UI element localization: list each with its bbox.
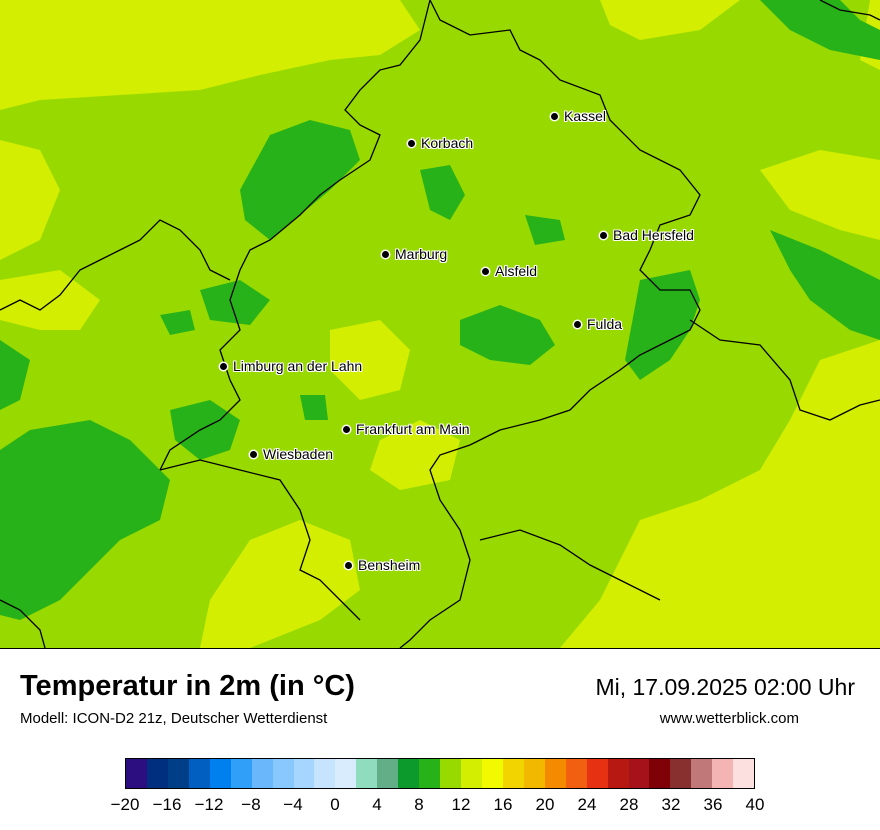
legend-tick-label: −20 [110, 795, 140, 814]
legend-tick-label: 4 [372, 795, 382, 814]
city-dot-icon [600, 231, 607, 239]
forecast-datetime: Mi, 17.09.2025 02:00 Uhr [595, 674, 855, 700]
legend-tick-label: 0 [330, 795, 340, 814]
legend-swatch [126, 759, 147, 788]
city-alsfeld[interactable]: Alsfeld [482, 263, 537, 279]
state-borders [0, 0, 880, 648]
legend-tick-label: 36 [703, 795, 723, 814]
legend-swatch [293, 759, 315, 788]
legend-swatch [691, 759, 713, 788]
legend-swatch [398, 759, 420, 788]
city-kassel[interactable]: Kassel [551, 108, 606, 124]
city-wiesbaden[interactable]: Wiesbaden [250, 446, 333, 462]
city-dot-icon [345, 561, 352, 569]
legend-swatch [461, 759, 482, 788]
city-bensheim[interactable]: Bensheim [345, 557, 420, 573]
legend-swatch [272, 759, 294, 788]
city-frankfurt[interactable]: Frankfurt am Main [343, 421, 470, 437]
city-dot-icon [574, 320, 581, 328]
legend-swatch [188, 759, 210, 788]
legend-swatch [377, 759, 399, 788]
legend-swatch [230, 759, 252, 788]
legend-swatch [502, 759, 524, 788]
legend-swatch [733, 759, 755, 788]
legend-swatch [209, 759, 231, 788]
legend-ticks: −20 −16 −12 −8 −4 0 4 8 12 16 20 24 28 32 36 40 [111, 795, 765, 817]
city-marburg[interactable]: Marburg [382, 246, 447, 262]
legend-tick-label: 20 [535, 795, 555, 814]
legend-swatch [586, 759, 608, 788]
field-10-12 [0, 0, 880, 620]
city-dot-icon [250, 450, 257, 458]
legend-swatch [649, 759, 671, 788]
legend-swatch [628, 759, 650, 788]
city-dot-icon [382, 250, 389, 258]
legend-swatch [712, 759, 734, 788]
legend-swatch [481, 759, 503, 788]
legend-tick-label: 32 [661, 795, 681, 814]
temperature-field [0, 0, 880, 648]
legend-swatch [146, 759, 168, 788]
legend-swatch [544, 759, 566, 788]
model-info: Modell: ICON-D2 21z, Deutscher Wetterdie… [20, 710, 328, 727]
legend-swatch [419, 759, 441, 788]
legend-tick-label: 28 [619, 795, 639, 814]
legend-tick-label: −8 [241, 795, 261, 814]
legend-tick-label: −12 [194, 795, 224, 814]
city-dot-icon [551, 112, 558, 120]
city-dot-icon [482, 267, 489, 275]
legend-swatch [670, 759, 692, 788]
legend-swatch [565, 759, 587, 788]
legend-swatch [607, 759, 629, 788]
city-korbach[interactable]: Korbach [408, 135, 473, 151]
legend-colorbar [125, 758, 755, 789]
city-dot-icon [343, 425, 350, 433]
legend-tick-label: 40 [745, 795, 765, 814]
legend-tick-label: 12 [451, 795, 471, 814]
legend-tick-label: 24 [577, 795, 597, 814]
city-dot-icon [220, 362, 227, 370]
legend-swatch [314, 759, 336, 788]
website-link[interactable]: www.wetterblick.com [659, 710, 799, 727]
city-limburg[interactable]: Limburg an der Lahn [220, 358, 362, 374]
legend-tick-label: −4 [283, 795, 303, 814]
legend-swatch [523, 759, 545, 788]
legend-tick-label: 8 [414, 795, 424, 814]
legend-swatch [356, 759, 378, 788]
field-14-16 [0, 0, 880, 648]
color-legend: −20 −16 −12 −8 −4 0 4 8 12 16 20 24 28 32 36 40 [111, 758, 764, 814]
map-title: Temperatur in 2m (in °C) [20, 670, 355, 702]
city-bad-hersfeld[interactable]: Bad Hersfeld [600, 227, 694, 243]
legend-swatch [440, 759, 461, 788]
legend-swatch [251, 759, 273, 788]
legend-tick-label: 16 [493, 795, 513, 814]
city-fulda[interactable]: Fulda [574, 316, 622, 332]
legend-swatch [335, 759, 357, 788]
legend-tick-label: −16 [152, 795, 182, 814]
city-dot-icon [408, 139, 415, 147]
legend-swatch [167, 759, 189, 788]
temperature-map[interactable]: Kassel Korbach Bad Hersfeld Marburg Alsf… [0, 0, 880, 649]
